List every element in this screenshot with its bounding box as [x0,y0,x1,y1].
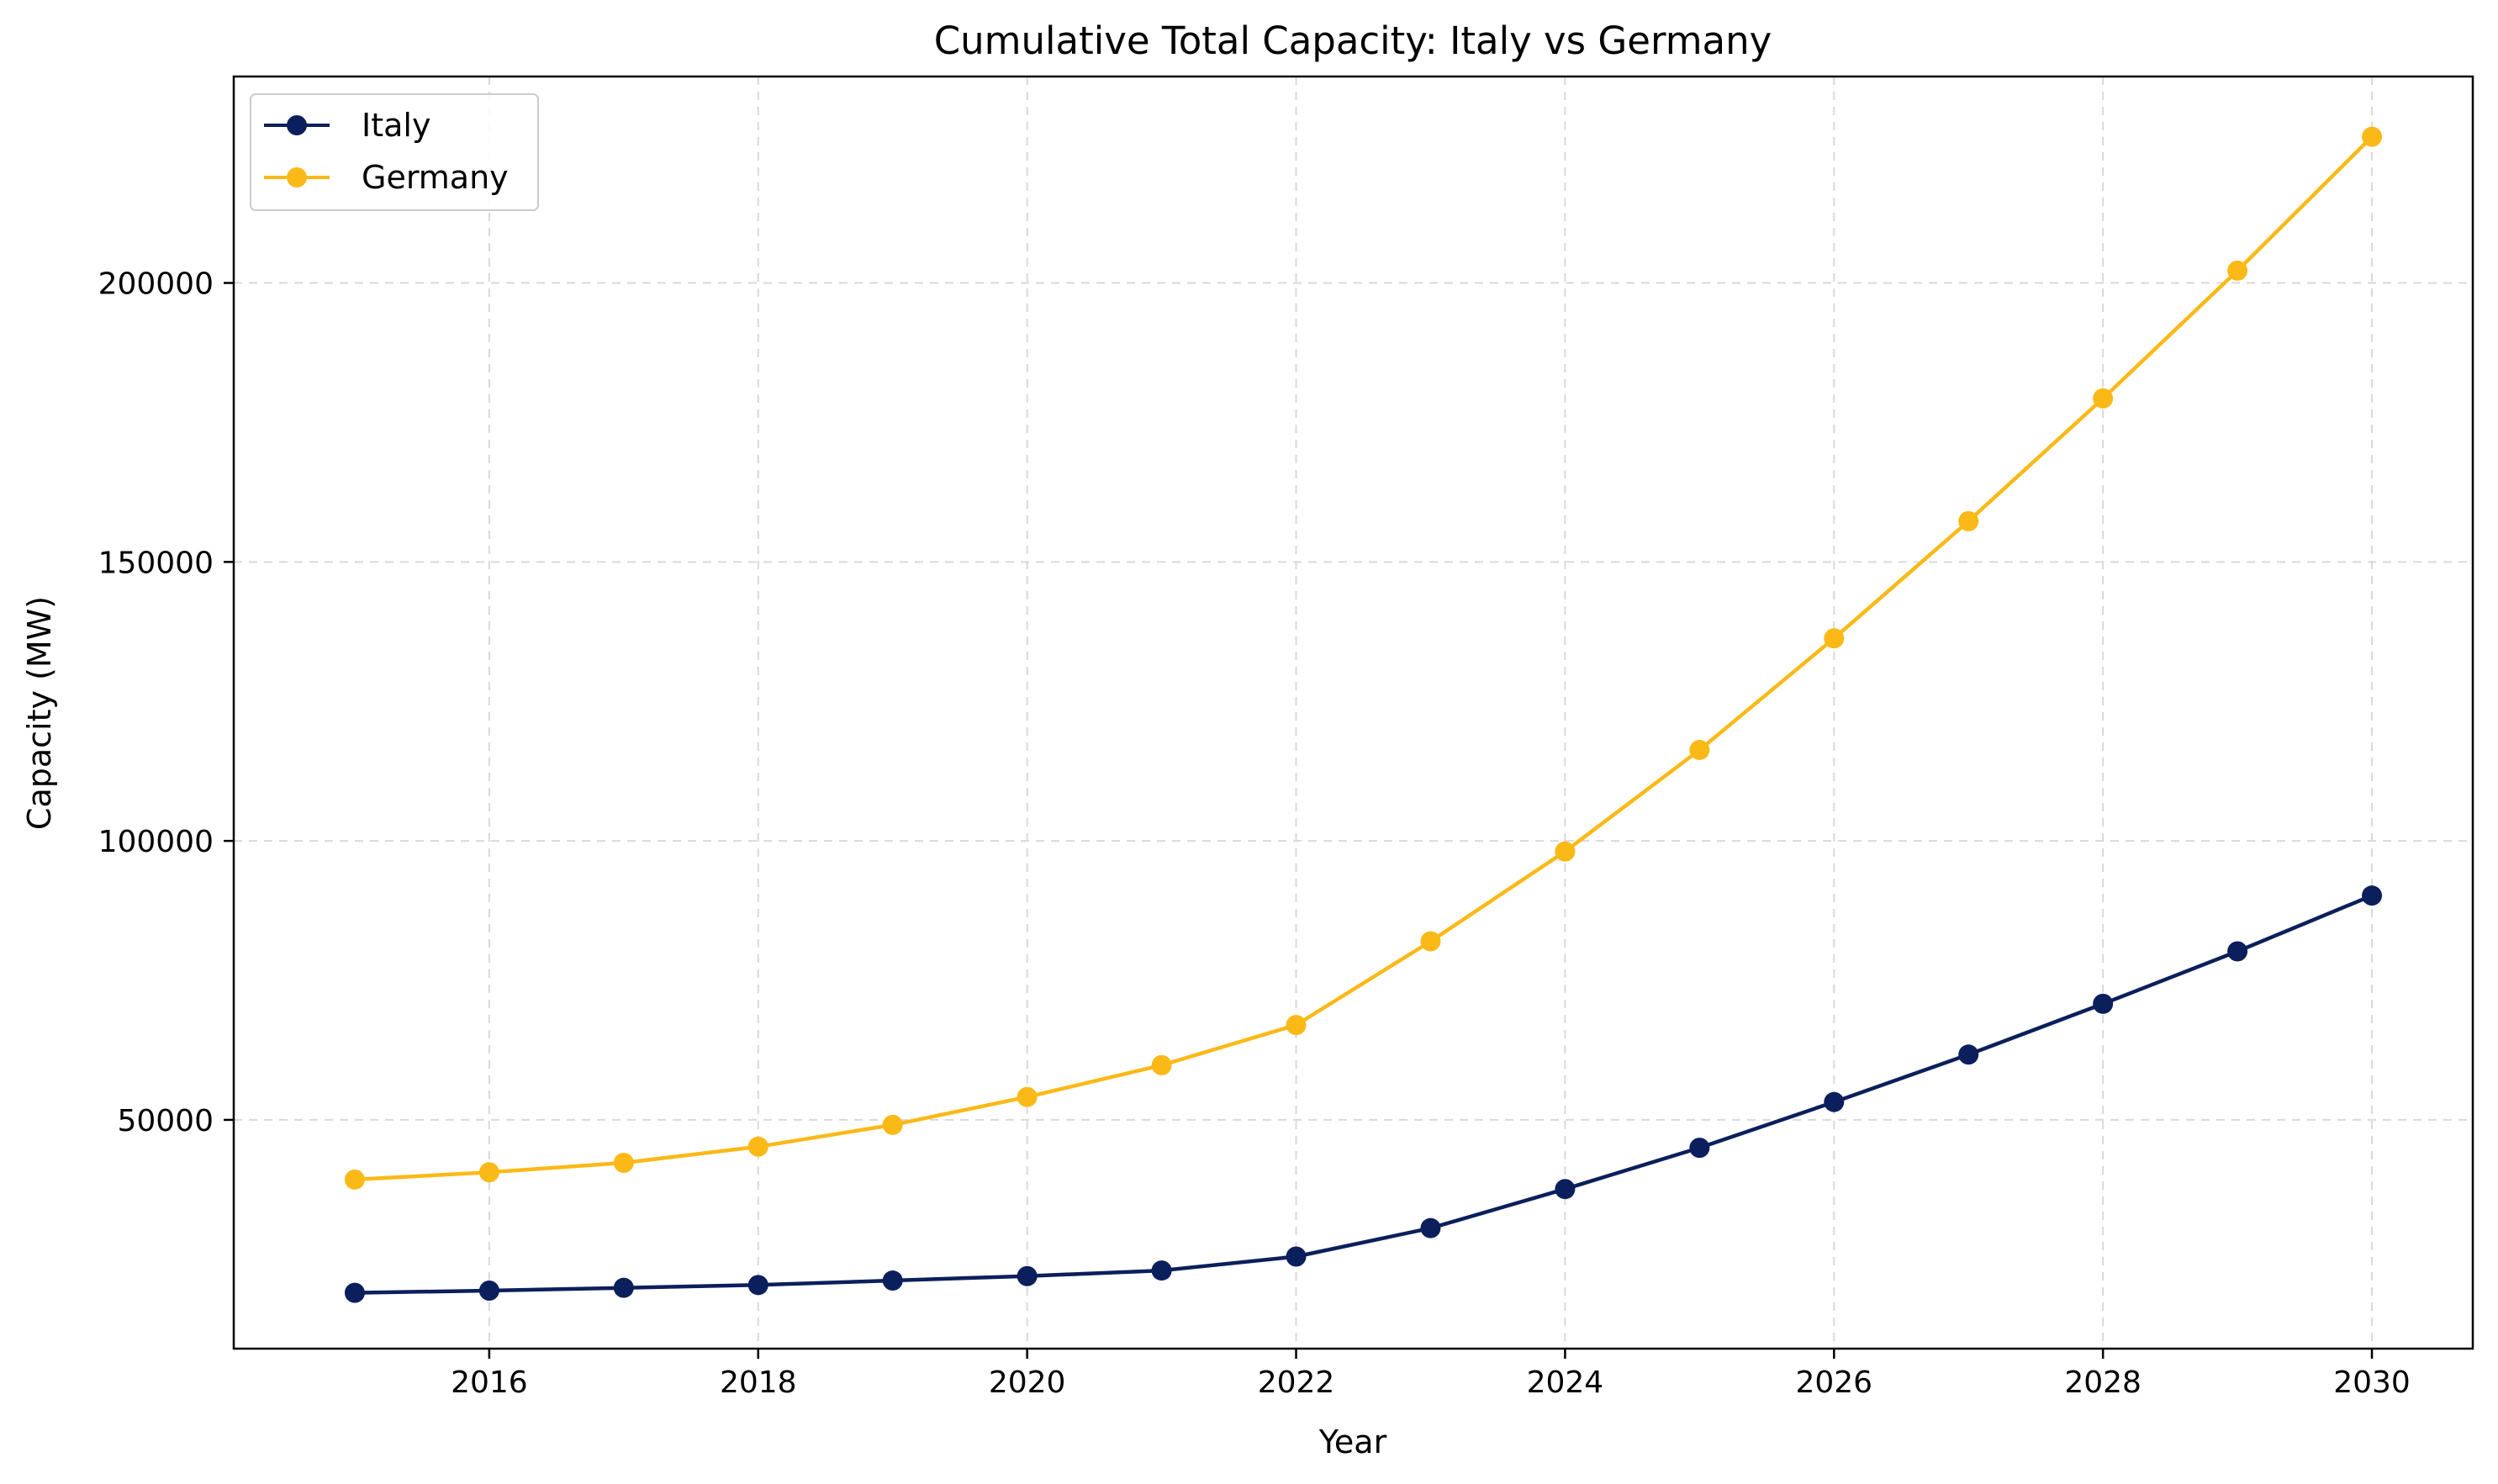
data-point-italy-2017 [613,1277,634,1298]
series-layer [344,126,2383,1303]
y-tick-label-50000: 50000 [117,1104,214,1138]
data-point-italy-2029 [2227,941,2248,962]
data-point-germany-2023 [1420,931,1441,952]
x-tick-label-2018: 2018 [720,1365,797,1400]
data-point-germany-2020 [1017,1086,1038,1107]
legend-box [250,93,539,211]
data-point-italy-2021 [1151,1260,1172,1281]
x-tick-label-2026: 2026 [1795,1365,1872,1400]
series-italy [344,885,2383,1303]
legend-marker-germany [287,167,307,187]
y-tick-label-100000: 100000 [98,825,214,859]
data-point-germany-2022 [1286,1015,1307,1036]
x-axis: 2016 2018 2020 2022 2024 2026 2028 2030 [451,1349,2411,1400]
x-tick-label-2016: 2016 [451,1365,528,1400]
x-tick-label-2024: 2024 [1527,1365,1604,1400]
data-point-italy-2028 [2093,993,2114,1014]
y-tick-label-200000: 200000 [98,267,214,302]
data-point-germany-2029 [2227,260,2248,281]
y-axis: 50000 100000 150000 200000 [98,267,234,1138]
data-point-germany-2027 [1958,510,1979,531]
series-germany [344,126,2383,1190]
data-point-italy-2024 [1555,1179,1576,1200]
data-point-italy-2020 [1017,1265,1038,1286]
data-point-italy-2023 [1420,1217,1441,1238]
x-tick-label-2020: 2020 [989,1365,1066,1400]
legend: Italy Germany [250,93,539,211]
data-point-italy-2016 [478,1280,499,1301]
data-point-germany-2024 [1555,841,1576,862]
grid [234,77,2473,1349]
x-axis-label: Year [1318,1423,1387,1460]
data-point-italy-2030 [2362,885,2383,906]
data-point-italy-2027 [1958,1044,1979,1065]
data-point-italy-2019 [882,1270,903,1291]
data-point-germany-2028 [2093,388,2114,409]
y-axis-label: Capacity (MW) [21,596,58,830]
data-point-germany-2015 [344,1169,365,1190]
legend-label-germany: Germany [362,159,509,196]
y-tick-label-150000: 150000 [98,546,214,580]
data-point-germany-2016 [478,1162,499,1183]
data-point-germany-2018 [747,1136,768,1157]
data-point-italy-2025 [1689,1138,1710,1159]
chart-title: Cumulative Total Capacity: Italy vs Germ… [934,18,1772,63]
series-line-italy [354,894,2373,1295]
data-point-germany-2021 [1151,1054,1172,1075]
plot-area-frame [232,75,2474,1350]
x-tick-label-2022: 2022 [1258,1365,1335,1400]
data-point-italy-2015 [344,1282,365,1303]
x-tick-label-2030: 2030 [2333,1365,2411,1400]
series-line-germany [354,135,2374,1182]
data-point-germany-2019 [882,1114,903,1135]
data-point-germany-2026 [1824,628,1845,649]
data-point-italy-2018 [747,1275,768,1296]
legend-marker-italy [287,115,307,135]
data-point-italy-2022 [1286,1246,1307,1267]
data-point-italy-2026 [1824,1091,1845,1112]
data-point-germany-2030 [2362,126,2383,147]
legend-label-italy: Italy [362,107,430,144]
x-tick-label-2028: 2028 [2064,1365,2142,1400]
data-point-germany-2025 [1689,739,1710,760]
data-point-germany-2017 [613,1153,634,1174]
